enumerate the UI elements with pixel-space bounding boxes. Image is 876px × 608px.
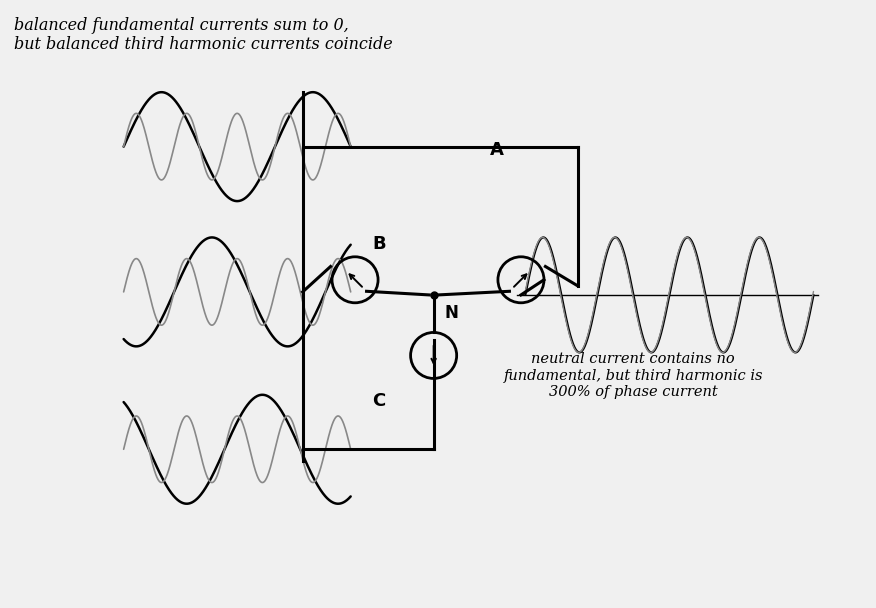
Text: C: C [372, 392, 385, 410]
Text: N: N [444, 304, 458, 322]
Text: balanced fundamental currents sum to 0,
but balanced third harmonic currents coi: balanced fundamental currents sum to 0, … [15, 16, 393, 53]
Text: A: A [491, 140, 505, 159]
Text: neutral current contains no
fundamental, but third harmonic is
300% of phase cur: neutral current contains no fundamental,… [504, 353, 763, 399]
Text: B: B [372, 235, 386, 252]
